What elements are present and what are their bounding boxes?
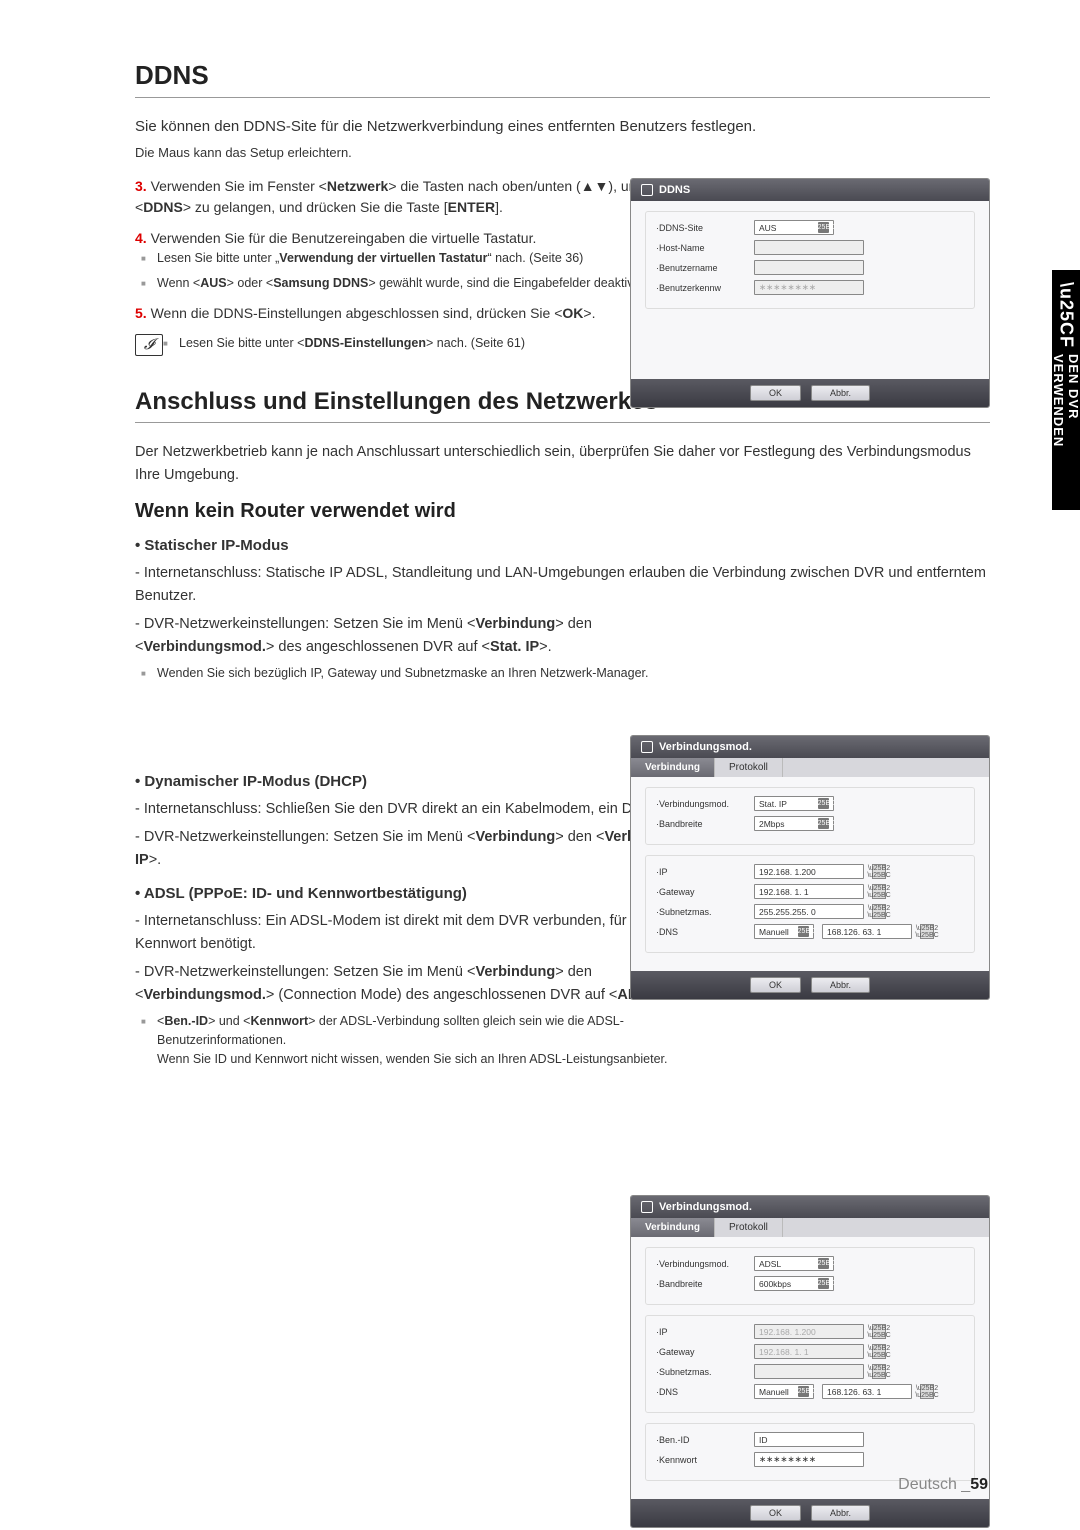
page-footer: Deutsch _59	[898, 1476, 988, 1494]
tab-verbindung[interactable]: Verbindung	[631, 1218, 715, 1237]
step-4-sub-2: Wenn <AUS> oder <Samsung DDNS> gewählt w…	[157, 274, 675, 293]
dns-mode-select[interactable]: Manuell\u25BC	[754, 924, 814, 939]
ip-input[interactable]: 192.168. 1.200	[754, 1324, 864, 1339]
bandwidth-select[interactable]: 2Mbps\u25BC	[754, 816, 834, 831]
ben-id-input[interactable]: ID	[754, 1432, 864, 1447]
note-text: Lesen Sie bitte unter <DDNS-Einstellunge…	[179, 334, 525, 353]
ip-input[interactable]: 192.168. 1.200	[754, 864, 864, 879]
step-5: 5. Wenn die DDNS-Einstellungen abgeschlo…	[135, 303, 675, 324]
dns-input[interactable]: 168.126. 63. 1	[822, 1384, 912, 1399]
panel-icon	[641, 1201, 653, 1213]
ddns-site-label: DDNS-Site	[656, 223, 746, 233]
panel-conn-title: Verbindungsmod.	[631, 736, 989, 758]
panel-ddns-title: DDNS	[631, 179, 989, 201]
bandwidth-select[interactable]: 600kbps\u25BC	[754, 1276, 834, 1291]
step-4-sub-1: Lesen Sie bitte unter „Verwendung der vi…	[157, 249, 675, 268]
dns-input[interactable]: 168.126. 63. 1	[822, 924, 912, 939]
intro-text-2: Die Maus kann das Setup erleichtern.	[135, 143, 990, 163]
conn-mode-select[interactable]: ADSL\u25BC	[754, 1256, 834, 1271]
panel-conn-title: Verbindungsmod.	[631, 1196, 989, 1218]
host-name-input[interactable]	[754, 240, 864, 255]
username-label: Benutzername	[656, 263, 746, 273]
tab-verbindung[interactable]: Verbindung	[631, 758, 715, 777]
dash-2: - DVR-Netzwerkeinstellungen: Setzen Sie …	[135, 613, 675, 658]
panel-conn-static: Verbindungsmod. Verbindung Protokoll Ver…	[630, 735, 990, 1000]
ok-button[interactable]: OK	[750, 977, 801, 993]
cancel-button[interactable]: Abbr.	[811, 1505, 870, 1521]
intro-text-1: Sie können den DDNS-Site für die Netzwer…	[135, 116, 990, 139]
host-name-label: Host-Name	[656, 243, 746, 253]
chevron-down-icon: \u25BC	[818, 222, 829, 233]
password-input[interactable]: ∗∗∗∗∗∗∗∗	[754, 280, 864, 295]
step-3: 3. Verwenden Sie im Fenster <Netzwerk> d…	[135, 176, 675, 218]
panel-icon	[641, 184, 653, 196]
gateway-input[interactable]: 192.168. 1. 1	[754, 1344, 864, 1359]
subnet-input[interactable]: 255.255.255. 0	[754, 904, 864, 919]
tab-protokoll[interactable]: Protokoll	[715, 758, 783, 777]
heading-no-router: Wenn kein Router verwendet wird	[135, 500, 990, 523]
panel-ddns: DDNS DDNS-Site AUS\u25BC Host-Name Benutz…	[630, 178, 990, 408]
dash-6-sub: <Ben.-ID> und <Kennwort> der ADSL-Verbin…	[157, 1012, 675, 1068]
dash-6: - DVR-Netzwerkeinstellungen: Setzen Sie …	[135, 961, 675, 1006]
tab-protokoll[interactable]: Protokoll	[715, 1218, 783, 1237]
ddns-site-select[interactable]: AUS\u25BC	[754, 220, 834, 235]
spinner-icon[interactable]: \u25B2\u25BC	[872, 864, 886, 879]
subnet-input[interactable]	[754, 1364, 864, 1379]
ok-button[interactable]: OK	[750, 1505, 801, 1521]
para-1: Der Netzwerkbetrieb kann je nach Anschlu…	[135, 441, 990, 486]
bullet-static-ip: • Statischer IP-Modus	[135, 537, 990, 554]
heading-ddns: DDNS	[135, 60, 990, 98]
username-input[interactable]	[754, 260, 864, 275]
cancel-button[interactable]: Abbr.	[811, 977, 870, 993]
step-4: 4. Verwenden Sie für die Benutzereingabe…	[135, 228, 675, 293]
note-icon: 𝓘	[135, 334, 163, 356]
ok-button[interactable]: OK	[750, 385, 801, 401]
gateway-input[interactable]: 192.168. 1. 1	[754, 884, 864, 899]
panel-icon	[641, 741, 653, 753]
dns-mode-select[interactable]: Manuell\u25BC	[754, 1384, 814, 1399]
dash-1: - Internetanschluss: Statische IP ADSL, …	[135, 562, 990, 607]
kennwort-input[interactable]: ∗∗∗∗∗∗∗∗	[754, 1452, 864, 1467]
side-tab: \u25CFDEN DVR VERWENDEN	[1052, 270, 1080, 510]
conn-mode-select[interactable]: Stat. IP\u25BC	[754, 796, 834, 811]
password-label: Benutzerkennw	[656, 283, 746, 293]
cancel-button[interactable]: Abbr.	[811, 385, 870, 401]
dash-2-sub: Wenden Sie sich bezüglich IP, Gateway un…	[157, 664, 675, 683]
